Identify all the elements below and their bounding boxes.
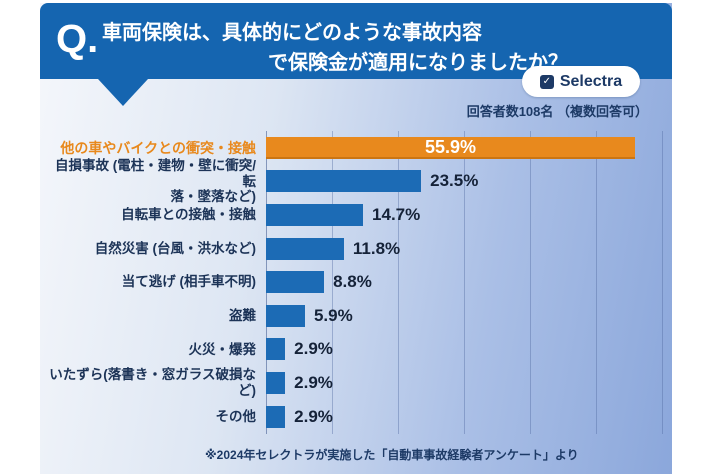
- bar: [266, 237, 344, 260]
- bar-category-label: 自然災害 (台風・洪水など): [94, 240, 256, 256]
- bar-category-label: 火災・爆発: [188, 341, 257, 357]
- bar: [266, 304, 305, 327]
- source-note: ※2024年セレクトラが実施した「自動車事故経験者アンケート」より: [205, 448, 579, 462]
- question-title-line2: で保険金が適用になりましたか？: [268, 52, 568, 74]
- bar-chart: 他の車やバイクとの衝突・接触 55.9% 自損事故 (電柱・建物・壁に衝突/転 落・…: [44, 131, 668, 433]
- bar-row: 自損事故 (電柱・建物・壁に衝突/転 落・墜落など) 23.5%: [44, 158, 668, 204]
- bar-category-label: 他の車やバイクとの衝突・接触: [60, 139, 256, 156]
- bar-track: 11.8%: [266, 232, 668, 266]
- bar-track: 8.8%: [266, 265, 668, 299]
- bar-value-label: 11.8%: [352, 238, 401, 258]
- bar-value-label: 8.8%: [333, 272, 372, 292]
- bar-category-label: 自損事故 (電柱・建物・壁に衝突/転 落・墜落など): [55, 158, 256, 205]
- bar: [266, 371, 286, 394]
- bar-row: 自転車との接触・接触 14.7%: [44, 198, 668, 232]
- bar-category-label: 当て逃げ (相手車不明): [121, 274, 256, 290]
- bar-track: 5.9%: [266, 299, 668, 333]
- bar-row: 他の車やバイクとの衝突・接触 55.9%: [44, 131, 668, 165]
- bar-value-label: 14.7%: [372, 204, 421, 224]
- bar-track: 55.9%: [266, 131, 668, 165]
- bar-row: その他 2.9%: [44, 400, 668, 434]
- bar: [266, 170, 422, 193]
- bar-row: 盗難 5.9%: [44, 299, 668, 333]
- bar-row: 火災・爆発 2.9%: [44, 333, 668, 367]
- bar-row: いたずら(落書き・窓ガラス破損など) 2.9%: [44, 366, 668, 400]
- respondents-note: 回答者数108名 （複数回答可）: [466, 104, 648, 119]
- bar-value-label: 23.5%: [430, 171, 479, 191]
- question-title-line1: 車両保険は、具体的にどのような事故内容: [102, 22, 482, 44]
- bar-track: 14.7%: [266, 198, 668, 232]
- bar-category-label: いたずら(落書き・窓ガラス破損など): [49, 367, 256, 398]
- selectra-check-icon: ✓: [539, 74, 554, 89]
- bar-track: 2.9%: [266, 400, 668, 434]
- bar-category-label: その他: [215, 408, 257, 424]
- bar-category-label: 自転車との接触・接触: [121, 207, 256, 223]
- bar-value-label: 55.9%: [424, 137, 477, 158]
- bar-track: 2.9%: [266, 366, 668, 400]
- bar-row: 自然災害 (台風・洪水など) 11.8%: [44, 232, 668, 266]
- bar-value-label: 2.9%: [294, 406, 333, 426]
- bar: [266, 338, 286, 361]
- header-pointer-triangle: [98, 79, 148, 106]
- bar: [266, 203, 364, 226]
- q-label: Q.: [56, 17, 99, 61]
- bar-row: 当て逃げ (相手車不明) 8.8%: [44, 265, 668, 299]
- bar: 55.9%: [266, 136, 636, 159]
- bar: [266, 271, 325, 294]
- bar-value-label: 2.9%: [294, 372, 333, 392]
- bar-value-label: 2.9%: [294, 339, 333, 359]
- bar-category-label: 盗難: [229, 308, 256, 323]
- bar-value-label: 5.9%: [313, 305, 353, 325]
- bar-track: 23.5%: [266, 165, 668, 199]
- selectra-logo-text: Selectra: [559, 72, 623, 90]
- selectra-logo: ✓ Selectra: [522, 66, 640, 97]
- infographic-panel: Q. 車両保険は、具体的にどのような事故内容 で保険金が適用になりましたか？ ✓…: [40, 3, 672, 474]
- bar-track: 2.9%: [266, 333, 668, 367]
- bar: [266, 405, 286, 428]
